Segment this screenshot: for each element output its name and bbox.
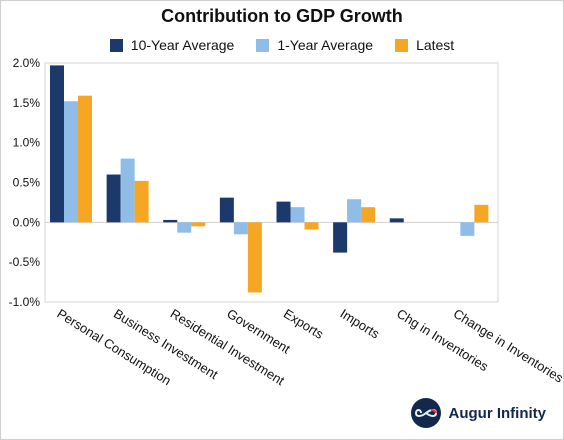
bar (276, 201, 291, 223)
y-tick-label: 1.5% (13, 96, 41, 110)
bar (460, 222, 475, 236)
bar (64, 101, 78, 223)
bar (177, 222, 192, 233)
legend-item-1yr: 1-Year Average (256, 37, 373, 53)
plot-area (44, 62, 499, 303)
bar (333, 222, 348, 253)
legend-label-1yr: 1-Year Average (277, 37, 374, 53)
infinity-icon (410, 398, 441, 428)
bar (247, 222, 262, 293)
chart-title: Contribution to GDP Growth (161, 6, 403, 26)
y-tick-label: 0.5% (13, 176, 41, 190)
bar (134, 180, 149, 223)
bar (290, 207, 305, 223)
y-tick-label: -1.0% (9, 295, 41, 309)
brand-block: Augur Infinity (410, 398, 547, 428)
y-tick-label: -0.5% (9, 255, 41, 269)
bar (191, 222, 206, 227)
bar (78, 95, 92, 223)
bar (50, 65, 64, 223)
y-tick-label: 1.0% (13, 136, 41, 150)
bar (474, 204, 489, 223)
bar (347, 199, 362, 223)
legend-label-latest: Latest (416, 37, 455, 53)
chart-legend: 10-Year Average 1-Year Average Latest (0, 37, 564, 53)
bar (120, 158, 135, 223)
bar (106, 174, 121, 223)
legend-swatch-latest (395, 38, 409, 52)
x-tick-label: Exports (281, 306, 327, 342)
y-tick-label: 0.0% (13, 215, 41, 229)
bar (219, 197, 234, 223)
brand-name: Augur Infinity (448, 404, 547, 422)
legend-label-10yr: 10-Year Average (130, 37, 235, 53)
legend-swatch-1yr (256, 38, 270, 52)
bar (361, 207, 376, 223)
y-tick-label: 2.0% (13, 56, 41, 70)
bar (389, 218, 404, 223)
x-tick-label: Imports (338, 306, 383, 342)
bar (163, 219, 178, 223)
legend-swatch-10yr (109, 38, 123, 52)
bar (304, 222, 319, 230)
bar (233, 222, 248, 235)
legend-item-10yr: 10-Year Average (109, 37, 235, 53)
legend-item-latest: Latest (395, 37, 454, 53)
